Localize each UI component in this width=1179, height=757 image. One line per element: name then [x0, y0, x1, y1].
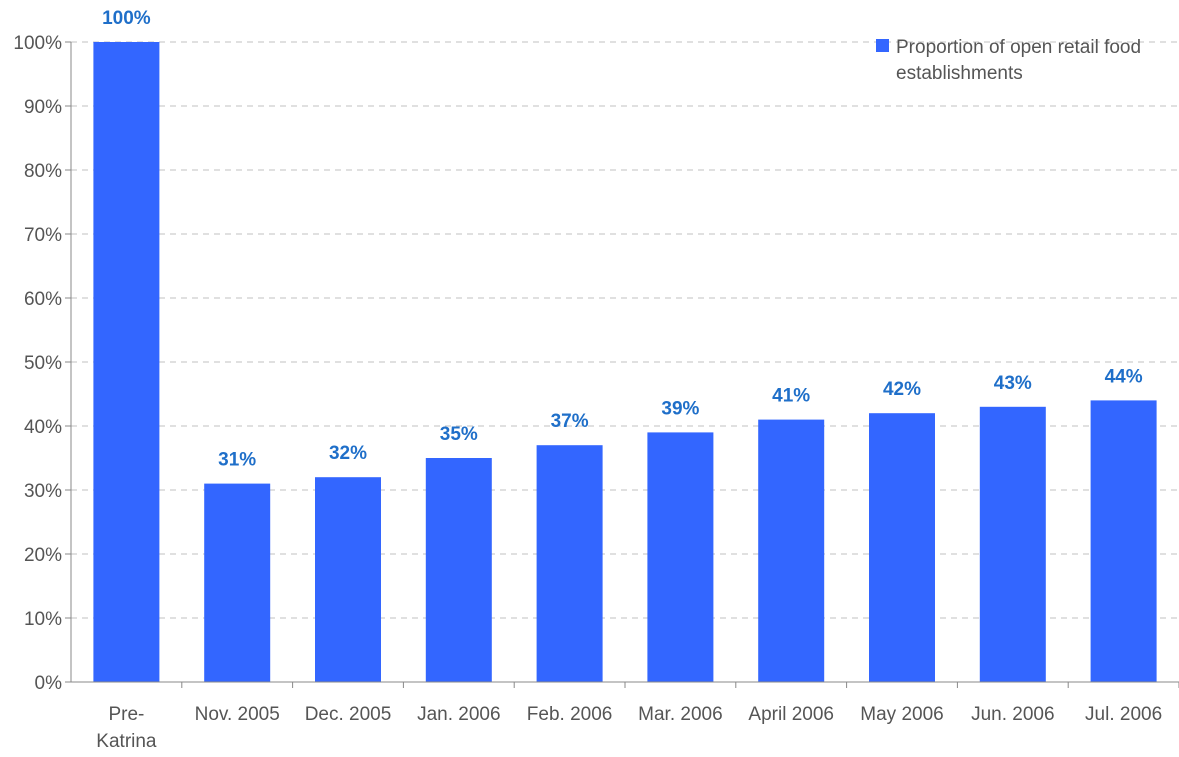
bar [869, 413, 935, 682]
data-label: 35% [440, 424, 478, 445]
y-tick-label: 50% [24, 353, 62, 374]
data-label: 39% [661, 398, 699, 419]
x-tick-label: Mar. 2006 [638, 704, 723, 725]
x-tick-label: Katrina [96, 731, 157, 752]
data-label: 32% [329, 443, 367, 464]
bar [425, 458, 492, 682]
y-tick-label: 80% [24, 161, 62, 182]
y-tick-label: 100% [13, 33, 62, 54]
data-label: 41% [772, 386, 810, 407]
y-tick-label: 0% [35, 673, 63, 694]
legend: Proportion of open retail food establishm… [876, 37, 1141, 84]
bar [536, 445, 603, 682]
x-tick-label: Jan. 2006 [417, 704, 500, 725]
data-label: 44% [1105, 366, 1143, 387]
x-tick-label: Jul. 2006 [1085, 704, 1162, 725]
y-tick-label: 10% [24, 609, 62, 630]
data-label: 43% [994, 373, 1032, 394]
x-tick-label: Pre- [108, 704, 144, 725]
bar [647, 432, 714, 682]
x-tick-label: May 2006 [860, 704, 943, 725]
y-tick-label: 90% [24, 97, 62, 118]
y-tick-label: 60% [24, 289, 62, 310]
legend-swatch [876, 39, 889, 52]
grid-lines [71, 41, 1179, 619]
legend-label: establishments [896, 63, 1023, 84]
y-tick-label: 20% [24, 545, 62, 566]
x-tick-label: Jun. 2006 [971, 704, 1054, 725]
y-tick-label: 40% [24, 417, 62, 438]
data-label: 42% [883, 379, 921, 400]
axes: 0% 10% 20% 30% 40% 50% 60% 70% 80% 90% 100% Pre- Kat… [13, 33, 1179, 752]
bar [1090, 400, 1157, 682]
x-tick-label: April 2006 [748, 704, 834, 725]
x-tick-label: Dec. 2005 [305, 704, 392, 725]
bar [758, 419, 825, 682]
bars [93, 42, 1157, 682]
x-tick-label: Feb. 2006 [527, 704, 613, 725]
y-tick-label: 70% [24, 225, 62, 246]
data-label: 31% [218, 450, 256, 471]
bar [979, 406, 1046, 682]
y-tick-label: 30% [24, 481, 62, 502]
data-label: 100% [102, 8, 151, 29]
data-label: 37% [551, 411, 589, 432]
bar [315, 477, 381, 682]
legend-label: Proportion of open retail food [896, 37, 1141, 58]
data-labels: 100% 31% 32% 35% 37% 39% 41% 42% 43% 44% [102, 8, 1143, 471]
bar [204, 483, 271, 682]
bar [93, 42, 160, 682]
x-tick-label: Nov. 2005 [195, 704, 280, 725]
